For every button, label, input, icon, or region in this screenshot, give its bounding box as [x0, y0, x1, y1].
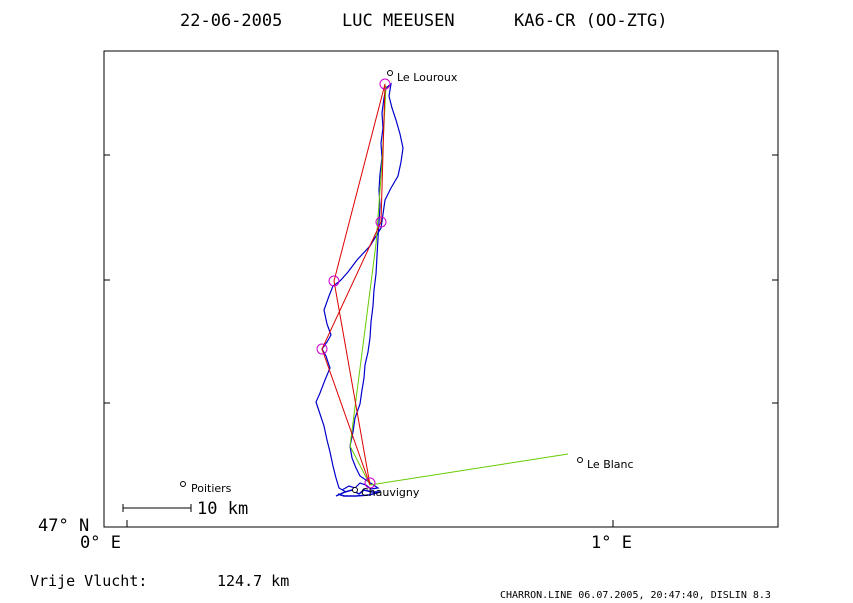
scale-bar [122, 504, 192, 512]
pilot-name: LUC MEEUSEN [342, 11, 455, 31]
turnpoint-2 [375, 216, 387, 228]
turnpoint-3 [328, 275, 340, 287]
flight-date: 22-06-2005 [180, 11, 282, 31]
left-ticks [104, 154, 110, 404]
place-marker-poitiers [180, 481, 186, 487]
place-label-le-louroux: Le Louroux [397, 71, 458, 84]
place-marker-le-louroux [387, 70, 393, 76]
turnpoint-1 [379, 78, 391, 90]
declared-line [349, 85, 569, 486]
bottom-ticks [126, 520, 614, 527]
file-info: CHARRON.LINE 06.07.2005, 20:47:40, DISLI… [500, 590, 771, 601]
latitude-label: 47° N [38, 516, 89, 536]
distance-value: 124.7 km [217, 572, 289, 590]
longitude-label-0: 0° E [80, 533, 121, 553]
free-flight-line [321, 83, 386, 486]
map-frame [103, 50, 779, 528]
place-markers [180, 70, 583, 493]
turnpoint-5 [364, 477, 376, 489]
turnpoint-4 [316, 343, 328, 355]
place-marker-chauvigny [352, 487, 358, 493]
distance-label: Vrije Vlucht: [30, 572, 147, 590]
flight-track [315, 82, 404, 493]
right-ticks [772, 154, 778, 404]
place-label-le-blanc: Le Blanc [587, 458, 634, 471]
place-marker-le-blanc [577, 457, 583, 463]
place-label-chauvigny: Chauvigny [361, 486, 420, 499]
flight-track-home [335, 489, 381, 497]
glider-id: KA6-CR (OO-ZTG) [514, 11, 668, 31]
place-label-poitiers: Poitiers [191, 482, 232, 495]
turnpoints [316, 78, 391, 489]
longitude-label-1: 1° E [591, 533, 632, 553]
scale-bar-label: 10 km [197, 499, 248, 519]
